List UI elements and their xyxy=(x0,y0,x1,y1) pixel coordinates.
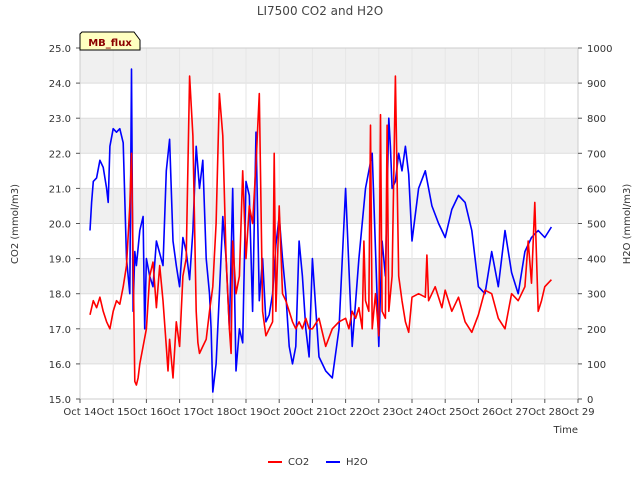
band xyxy=(80,293,578,329)
x-tick-label: Oct 21 xyxy=(296,407,329,418)
y-right-tick-label: 800 xyxy=(587,114,606,125)
x-axis-label: Time xyxy=(553,425,578,436)
y-right-tick-label: 400 xyxy=(587,255,606,266)
y-left-tick-label: 23.0 xyxy=(49,114,71,125)
x-tick-label: Oct 15 xyxy=(97,407,130,418)
x-tick-label: Oct 19 xyxy=(229,407,262,418)
x-tick-label: Oct 24 xyxy=(395,407,428,418)
y-left-tick-label: 15.0 xyxy=(49,395,71,406)
y-right-axis-ticks: 0 100 200 300 400 500 600 700 800 900 1000 xyxy=(578,44,612,406)
x-tick-label: Oct 14 xyxy=(63,407,96,418)
chart-title: LI7500 CO2 and H2O xyxy=(257,4,383,18)
band xyxy=(80,48,578,84)
x-tick-label: Oct 22 xyxy=(329,407,362,418)
y-right-tick-label: 100 xyxy=(587,360,606,371)
x-tick-label: Oct 27 xyxy=(495,407,528,418)
y-right-axis-label: H2O (mmol/m3) xyxy=(622,184,633,265)
x-tick-label: Oct 16 xyxy=(130,407,163,418)
y-left-axis-ticks: 15.0 16.0 17.0 18.0 19.0 20.0 21.0 22.0 23.0 24.0… xyxy=(49,44,80,406)
annotation-text: MB_flux xyxy=(88,38,132,49)
y-left-tick-label: 18.0 xyxy=(49,290,71,301)
y-right-tick-label: 200 xyxy=(587,325,606,336)
y-left-axis-label: CO2 (mmol/m3) xyxy=(10,184,21,264)
y-right-tick-label: 700 xyxy=(587,149,606,160)
legend-label-co2: CO2 xyxy=(288,457,309,468)
x-tick-label: Oct 20 xyxy=(263,407,296,418)
background-bands xyxy=(80,48,578,399)
band xyxy=(80,328,578,364)
y-right-tick-label: 300 xyxy=(587,290,606,301)
y-right-tick-label: 900 xyxy=(587,79,606,90)
y-right-tick-label: 1000 xyxy=(587,44,612,55)
y-left-tick-label: 16.0 xyxy=(49,360,71,371)
y-left-tick-label: 19.0 xyxy=(49,255,71,266)
legend: CO2 H2O xyxy=(268,457,368,468)
legend-item-h2o: H2O xyxy=(326,457,368,468)
band xyxy=(80,118,578,154)
y-left-tick-label: 20.0 xyxy=(49,220,71,231)
y-left-tick-label: 21.0 xyxy=(49,184,71,195)
y-left-tick-label: 17.0 xyxy=(49,325,71,336)
series-layer xyxy=(89,68,553,393)
x-tick-label: Oct 25 xyxy=(429,407,462,418)
x-tick-label: Oct 17 xyxy=(163,407,196,418)
legend-item-co2: CO2 xyxy=(268,457,309,468)
x-axis-ticks: Oct 14 Oct 15 Oct 16 Oct 17 Oct 18 Oct 19 Oct … xyxy=(63,399,595,418)
x-tick-label: Oct 18 xyxy=(196,407,229,418)
y-left-tick-label: 25.0 xyxy=(49,44,71,55)
y-left-tick-label: 24.0 xyxy=(49,79,71,90)
annotation-box: MB_flux xyxy=(79,31,141,51)
y-left-tick-label: 22.0 xyxy=(49,149,71,160)
x-tick-label: Oct 23 xyxy=(362,407,395,418)
x-tick-label: Oct 28 xyxy=(528,407,561,418)
y-right-tick-label: 500 xyxy=(587,220,606,231)
band xyxy=(80,188,578,224)
x-tick-label: Oct 26 xyxy=(462,407,495,418)
band xyxy=(80,83,578,119)
y-right-tick-label: 600 xyxy=(587,184,606,195)
band xyxy=(80,363,578,399)
series-line-co2 xyxy=(89,75,552,386)
x-tick-label: Oct 29 xyxy=(561,407,594,418)
legend-label-h2o: H2O xyxy=(346,457,368,468)
y-right-tick-label: 0 xyxy=(587,395,593,406)
band xyxy=(80,153,578,189)
